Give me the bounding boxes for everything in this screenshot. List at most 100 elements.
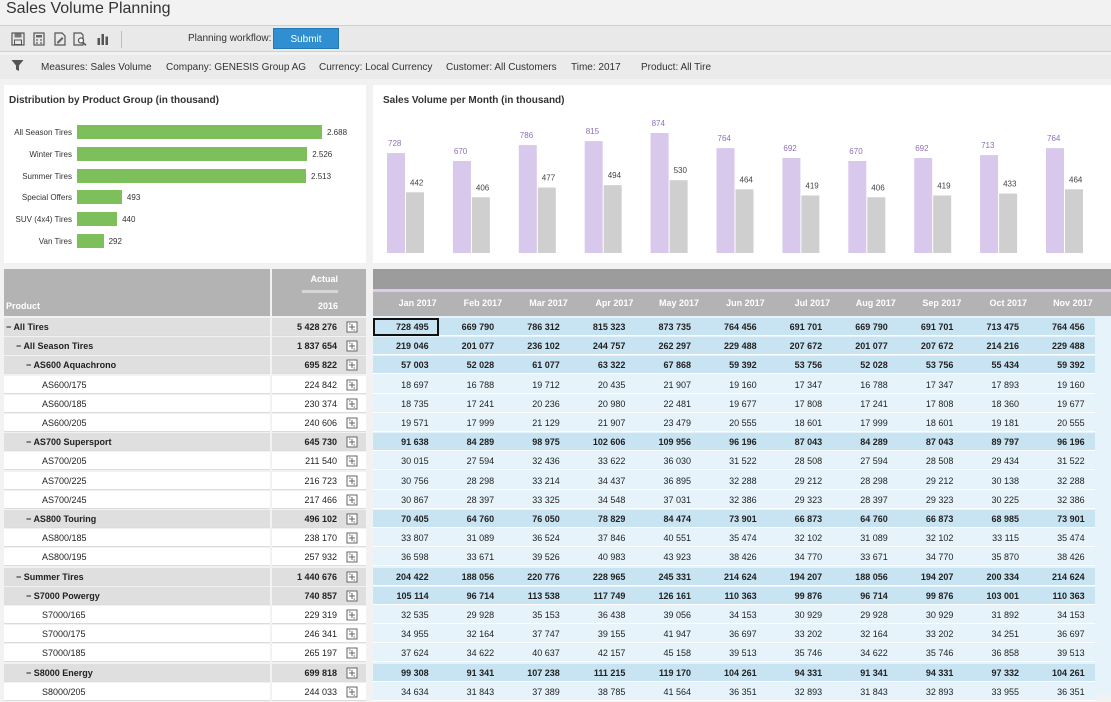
month-value-cell[interactable]: 64 760 <box>438 510 505 528</box>
month-value-cell[interactable]: 34 437 <box>569 471 636 490</box>
month-value-cell[interactable]: 45 158 <box>635 644 701 663</box>
month-value-cell[interactable]: 17 893 <box>963 375 1029 394</box>
month-value-cell[interactable]: 94 331 <box>766 663 833 682</box>
monthly-bar-actual[interactable] <box>471 197 490 253</box>
copy-distribute-icon[interactable] <box>346 609 358 621</box>
monthly-bar-plan[interactable] <box>387 153 405 253</box>
month-value-cell[interactable]: 84 474 <box>635 510 701 528</box>
product-cell[interactable]: AS600/175 <box>4 375 270 394</box>
product-cell[interactable]: − Summer Tires <box>4 567 270 586</box>
collapse-toggle-icon[interactable]: − <box>16 341 24 352</box>
filter-icon[interactable] <box>11 59 24 72</box>
month-value-cell[interactable]: 30 756 <box>373 471 439 490</box>
month-column-header[interactable]: Jun 2017 <box>726 298 765 308</box>
distribution-bar[interactable] <box>77 125 322 139</box>
month-value-cell[interactable]: 64 760 <box>832 510 898 528</box>
month-value-cell[interactable]: 84 289 <box>832 433 898 452</box>
filter-company[interactable]: Company: GENESIS Group AG <box>166 62 307 73</box>
monthly-bar-plan[interactable] <box>782 157 801 253</box>
month-column-header[interactable]: Nov 2017 <box>1053 298 1093 308</box>
month-value-cell[interactable]: 29 323 <box>766 490 833 509</box>
month-value-cell[interactable]: 201 077 <box>832 337 898 356</box>
month-value-cell[interactable]: 96 196 <box>1029 433 1095 452</box>
month-value-cell[interactable]: 105 114 <box>373 586 439 605</box>
month-value-cell[interactable]: 111 215 <box>569 663 636 682</box>
month-value-cell[interactable]: 89 797 <box>963 433 1029 452</box>
month-value-cell[interactable]: 188 056 <box>438 567 505 586</box>
product-cell[interactable]: AS700/245 <box>4 490 270 509</box>
month-value-cell[interactable]: 103 001 <box>963 586 1029 605</box>
month-value-cell[interactable]: 20 555 <box>1029 414 1095 432</box>
month-value-cell[interactable]: 28 298 <box>832 471 898 490</box>
product-cell[interactable]: − S7000 Powergy <box>4 586 270 605</box>
month-value-cell[interactable]: 98 975 <box>504 433 570 452</box>
month-value-cell[interactable]: 36 351 <box>701 682 767 701</box>
month-value-cell[interactable]: 126 161 <box>635 586 701 605</box>
month-value-cell[interactable]: 32 436 <box>504 452 570 471</box>
monthly-bar-actual[interactable] <box>801 195 820 253</box>
month-value-cell[interactable]: 37 031 <box>635 490 701 509</box>
month-value-cell[interactable]: 87 043 <box>897 433 964 452</box>
month-value-cell[interactable]: 36 524 <box>504 529 570 548</box>
month-value-cell[interactable]: 78 829 <box>569 510 636 528</box>
month-value-cell[interactable]: 31 892 <box>963 606 1029 624</box>
month-value-cell[interactable]: 33 202 <box>897 625 964 644</box>
month-value-cell[interactable]: 36 351 <box>1029 682 1095 701</box>
month-value-cell[interactable]: 31 843 <box>832 682 898 701</box>
month-value-cell[interactable]: 18 601 <box>766 414 833 432</box>
month-value-cell[interactable]: 113 538 <box>504 586 570 605</box>
month-value-cell[interactable]: 32 102 <box>897 529 964 548</box>
month-value-cell[interactable]: 73 901 <box>1029 510 1095 528</box>
month-value-cell[interactable]: 17 347 <box>897 375 964 394</box>
month-value-cell[interactable]: 244 757 <box>569 337 636 356</box>
copy-distribute-icon[interactable] <box>346 398 358 410</box>
month-value-cell[interactable]: 91 638 <box>373 433 439 452</box>
collapse-toggle-icon[interactable]: − <box>26 437 34 448</box>
document-search-icon[interactable] <box>73 32 87 46</box>
month-value-cell[interactable]: 194 207 <box>766 567 833 586</box>
month-value-cell[interactable]: 764 456 <box>701 318 767 336</box>
month-value-cell[interactable]: 39 155 <box>569 625 636 644</box>
month-value-cell[interactable]: 32 288 <box>701 471 767 490</box>
month-value-cell[interactable]: 32 386 <box>1029 490 1095 509</box>
product-cell[interactable]: − All Tires <box>4 318 270 336</box>
month-column-header[interactable]: Oct 2017 <box>989 298 1027 308</box>
month-value-cell[interactable]: 669 790 <box>832 318 898 336</box>
month-value-cell[interactable]: 786 312 <box>504 318 570 336</box>
collapse-toggle-icon[interactable]: − <box>6 322 14 332</box>
product-cell[interactable]: S8000/205 <box>4 682 270 701</box>
copy-distribute-icon[interactable] <box>346 513 358 525</box>
month-value-cell[interactable]: 691 701 <box>897 318 964 336</box>
monthly-bar-actual[interactable] <box>999 193 1018 253</box>
month-value-cell[interactable]: 30 015 <box>373 452 439 471</box>
month-value-cell[interactable]: 17 808 <box>766 394 833 413</box>
month-value-cell[interactable]: 37 389 <box>504 682 570 701</box>
monthly-bar-actual[interactable] <box>867 197 886 253</box>
month-value-cell[interactable]: 35 746 <box>766 644 833 663</box>
month-value-cell[interactable]: 21 907 <box>635 375 701 394</box>
month-value-cell[interactable]: 94 331 <box>897 663 964 682</box>
month-value-cell[interactable]: 32 893 <box>897 682 964 701</box>
month-value-cell[interactable]: 16 788 <box>438 375 505 394</box>
month-value-cell[interactable]: 20 555 <box>701 414 767 432</box>
month-value-cell[interactable]: 110 363 <box>1029 586 1095 605</box>
month-column-header[interactable]: Aug 2017 <box>855 298 896 308</box>
month-value-cell[interactable]: 34 153 <box>1029 606 1095 624</box>
month-value-cell[interactable]: 102 606 <box>569 433 636 452</box>
month-value-cell[interactable]: 19 712 <box>504 375 570 394</box>
month-value-cell[interactable]: 214 624 <box>701 567 767 586</box>
month-value-cell[interactable]: 27 594 <box>438 452 505 471</box>
month-value-cell[interactable]: 23 479 <box>635 414 701 432</box>
month-value-cell[interactable]: 35 746 <box>897 644 964 663</box>
month-value-cell[interactable]: 99 876 <box>897 586 964 605</box>
calculator-icon[interactable] <box>32 32 46 46</box>
month-value-cell[interactable]: 17 999 <box>438 414 505 432</box>
month-value-cell[interactable]: 18 735 <box>373 394 439 413</box>
monthly-bar-plan[interactable] <box>584 141 603 253</box>
monthly-bar-actual[interactable] <box>1065 189 1083 253</box>
collapse-toggle-icon[interactable]: − <box>16 571 24 582</box>
month-value-cell[interactable]: 91 341 <box>438 663 505 682</box>
month-value-cell[interactable]: 59 392 <box>1029 356 1095 375</box>
filter-measures[interactable]: Measures: Sales Volume <box>41 62 152 73</box>
copy-distribute-icon[interactable] <box>346 686 358 698</box>
